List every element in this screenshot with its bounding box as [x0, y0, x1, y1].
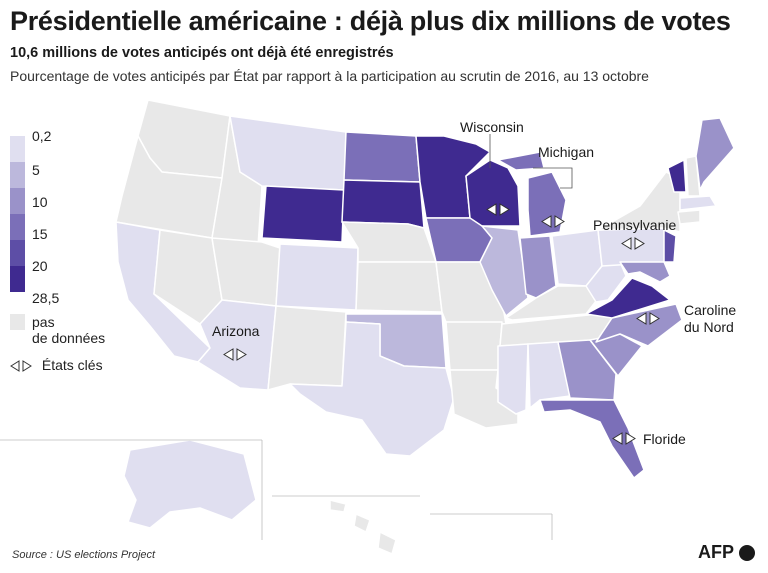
state-new-mexico — [267, 305, 347, 391]
legend-label-5: 28,5 — [32, 290, 60, 306]
label-north-carolina-line2: du Nord — [684, 319, 734, 335]
state-hawaii — [329, 499, 397, 555]
legend-label-3: 15 — [32, 226, 48, 242]
state-maryland — [619, 261, 671, 283]
legend-swatch-4 — [10, 240, 25, 266]
wisconsin-key-arrows-icon — [486, 203, 510, 216]
state-massachusetts — [679, 195, 717, 211]
label-arizona: Arizona — [212, 323, 260, 339]
state-arizona — [197, 299, 277, 391]
state-south-dakota — [341, 179, 425, 229]
legend-key-states-label: États clés — [41, 357, 103, 373]
map-subtitle: 10,6 millions de votes anticipés ont déj… — [10, 45, 394, 61]
legend-label-4: 20 — [32, 258, 48, 274]
arizona-key-arrows-icon — [223, 348, 247, 361]
legend-label-2: 10 — [32, 194, 48, 210]
legend-nodata-line2: de données — [32, 330, 106, 346]
legend-label-1: 5 — [32, 162, 40, 178]
afp-logo-dot-icon — [739, 545, 755, 561]
map-title: Présidentielle américaine : déjà plus di… — [10, 6, 731, 36]
state-colorado — [275, 243, 359, 311]
key-state-arrows-icon — [10, 360, 32, 373]
state-utah — [211, 237, 281, 307]
state-connecticut — [677, 209, 701, 225]
legend-nodata-line1: pas — [32, 314, 55, 330]
state-wyoming — [261, 185, 345, 243]
state-mississippi — [497, 343, 529, 415]
state-new-jersey — [663, 229, 677, 263]
label-michigan: Michigan — [538, 144, 595, 160]
michigan-callout-line — [533, 167, 573, 189]
pennsylvania-key-arrows-icon — [621, 237, 645, 250]
florida-key-arrows-icon — [612, 432, 636, 445]
state-georgia — [557, 339, 617, 401]
label-wisconsin: Wisconsin — [460, 119, 524, 135]
legend-swatch-nodata — [10, 314, 25, 330]
label-florida: Floride — [643, 431, 686, 447]
legend-swatch-2 — [10, 188, 25, 214]
state-wisconsin — [465, 159, 521, 227]
legend-label-0: 0,2 — [32, 128, 52, 144]
state-alaska — [123, 439, 257, 529]
north-carolina-key-arrows-icon — [636, 312, 660, 325]
state-texas — [289, 321, 455, 457]
legend-key-states: États clés — [10, 357, 103, 373]
state-florida — [539, 399, 645, 479]
label-pennsylvania: Pennsylvanie — [593, 217, 677, 233]
legend-swatch-1 — [10, 162, 25, 188]
state-maine — [695, 117, 735, 191]
state-indiana — [519, 235, 557, 299]
legend-swatch-5 — [10, 266, 25, 292]
afp-logo: AFP — [698, 542, 734, 562]
map-description: Pourcentage de votes anticipés par État … — [10, 68, 649, 84]
state-virginia — [585, 277, 671, 319]
legend-swatch-3 — [10, 214, 25, 240]
state-vermont — [667, 159, 687, 193]
state-north-dakota — [343, 131, 421, 183]
state-kansas — [355, 261, 443, 313]
state-arkansas — [445, 321, 503, 371]
michigan-key-arrows-icon — [541, 215, 565, 228]
label-north-carolina-line1: Caroline — [684, 302, 737, 318]
state-alabama — [527, 341, 571, 409]
legend-swatch-0 — [10, 136, 25, 162]
source-note: Source : US elections Project — [12, 549, 156, 561]
